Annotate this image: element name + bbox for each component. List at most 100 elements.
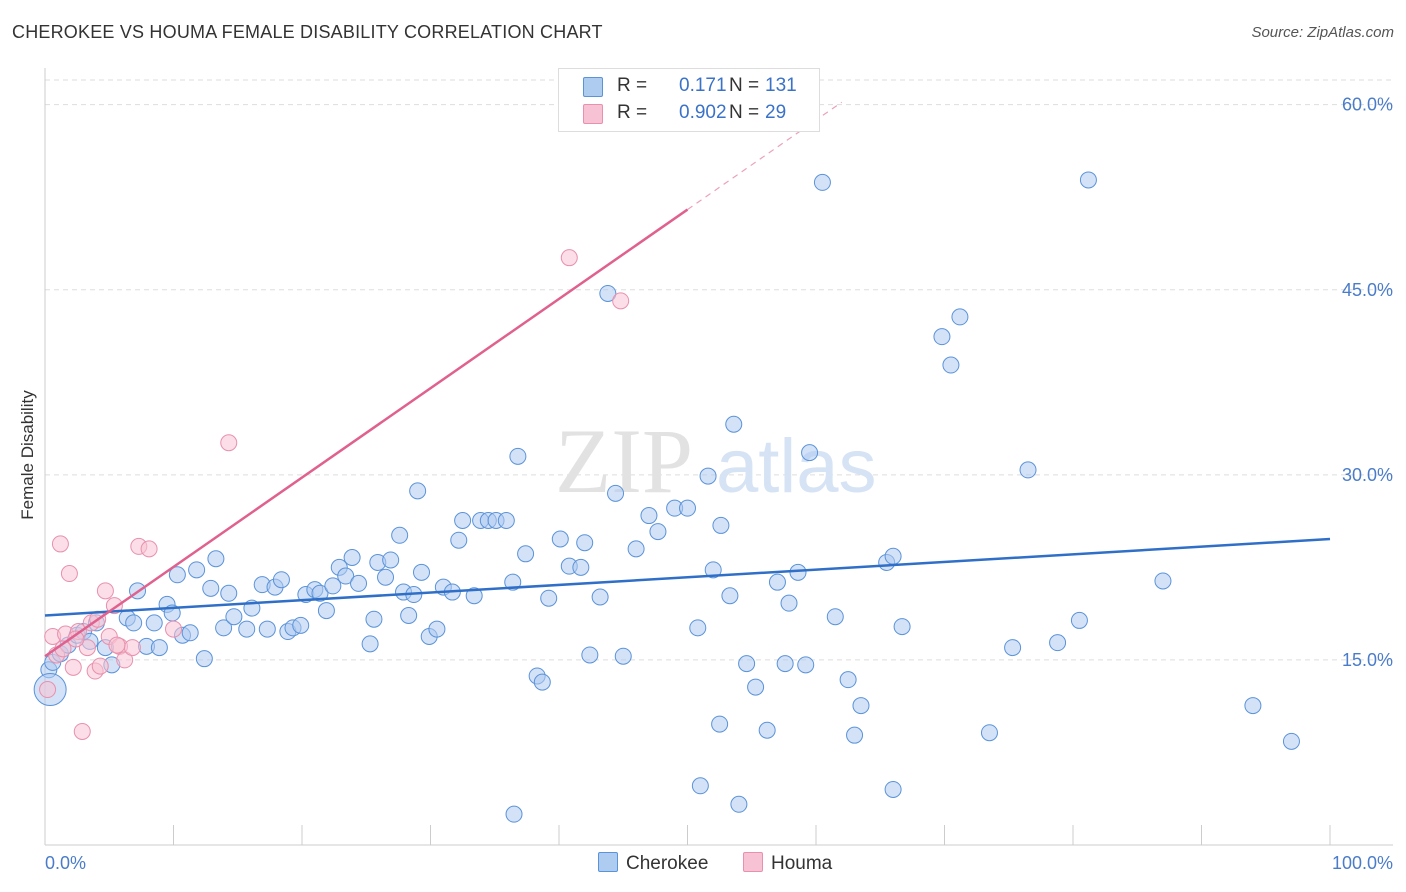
cherokee-point — [125, 614, 143, 632]
legend-n-label: N = — [729, 102, 760, 123]
cherokee-point — [225, 608, 243, 626]
cherokee-point — [776, 655, 794, 673]
x-tick-label-max: 100.0% — [1332, 853, 1393, 873]
houma-point — [96, 582, 114, 600]
cherokee-point — [207, 550, 225, 568]
chart-title: CHEROKEE VS HOUMA FEMALE DISABILITY CORR… — [12, 22, 603, 42]
cherokee-point — [454, 511, 472, 529]
cherokee-point — [801, 444, 819, 462]
cherokee-point — [679, 499, 696, 517]
houma-point — [165, 620, 182, 638]
cherokee-legend-label: Cherokee — [626, 853, 709, 874]
cherokee-point — [758, 721, 776, 739]
cherokee-point — [614, 647, 632, 665]
cherokee-point — [505, 805, 523, 823]
cherokee-point — [361, 635, 379, 653]
cherokee-point — [337, 567, 355, 585]
cherokee-point — [311, 584, 329, 602]
houma-point — [220, 434, 238, 452]
cherokee-point — [551, 530, 569, 548]
cherokee-point — [738, 655, 756, 673]
y-tick-label: 60.0% — [1342, 95, 1393, 115]
cherokee-point — [1004, 639, 1022, 657]
cherokee-point — [980, 724, 998, 742]
legend-r-label: R = — [617, 75, 648, 96]
cherokee-point — [497, 511, 515, 529]
cherokee-point — [428, 620, 446, 638]
cherokee-point — [852, 697, 870, 715]
legend-r-label: R = — [617, 102, 648, 123]
cherokee-point — [1154, 572, 1172, 590]
cherokee-point — [258, 620, 276, 638]
cherokee-point — [509, 447, 527, 465]
cherokee-point — [1049, 634, 1067, 652]
cherokee-point — [1079, 171, 1097, 189]
cherokee-point — [195, 650, 213, 668]
cherokee-point — [730, 795, 748, 813]
cherokee-point — [150, 639, 168, 657]
cherokee-point — [826, 608, 844, 626]
cherokee-point — [599, 284, 617, 302]
cherokee-point — [145, 614, 163, 632]
cherokee-point — [839, 671, 857, 689]
legend-r-value: 0.902 — [679, 102, 727, 123]
cherokee-point — [884, 780, 902, 798]
houma-legend-label: Houma — [771, 853, 833, 874]
watermark-zip: ZIP — [555, 410, 693, 512]
cherokee-point — [712, 516, 730, 534]
cherokee-point — [591, 588, 609, 606]
houma-point — [612, 292, 630, 310]
houma-trend-line — [44, 208, 689, 658]
cherokee-point — [797, 656, 815, 674]
axes — [44, 68, 1393, 846]
houma-swatch — [583, 104, 603, 124]
houma-legend-swatch — [743, 852, 763, 872]
cherokee-point — [168, 566, 186, 584]
cherokee-point — [699, 467, 717, 485]
cherokee-trend-line — [44, 537, 1331, 617]
cherokee-point — [789, 563, 807, 581]
cherokee-point — [768, 573, 786, 591]
correlation-legend: R = 0.171 N = 131 R = 0.902 N = 29 — [558, 68, 820, 132]
trend-lines — [44, 101, 1331, 658]
cherokee-point — [1282, 732, 1300, 750]
y-tick-label: 15.0% — [1342, 650, 1393, 670]
cherokee-point — [1070, 611, 1088, 629]
source-credit: Source: ZipAtlas.com — [1251, 24, 1394, 41]
cherokee-point — [747, 678, 765, 696]
series-legend-cherokee: Cherokee — [598, 852, 708, 875]
y-tick-label: 30.0% — [1342, 465, 1393, 485]
houma-point — [64, 658, 82, 676]
houma-point — [560, 249, 578, 267]
x-ticks — [44, 825, 1331, 845]
cherokee-point — [813, 173, 831, 191]
cherokee-point — [365, 610, 383, 628]
cherokee-point — [465, 587, 483, 605]
series-legend-houma: Houma — [743, 852, 832, 875]
cherokee-point — [382, 551, 400, 569]
cherokee-point — [533, 673, 551, 691]
cherokee-point — [691, 777, 709, 795]
cherokee-legend-swatch — [598, 852, 618, 872]
houma-point — [60, 565, 78, 583]
cherokee-point — [450, 531, 468, 549]
cherokee-point — [1019, 461, 1037, 479]
cherokee-point — [377, 568, 395, 586]
houma-point — [78, 639, 96, 657]
cherokee-point — [846, 726, 864, 744]
cherokee-point — [317, 602, 335, 620]
cherokee-point — [893, 618, 911, 636]
cherokee-point — [215, 619, 233, 637]
legend-n-value: 29 — [765, 102, 787, 123]
houma-point — [91, 657, 109, 675]
houma-point — [108, 636, 126, 654]
cherokee-point — [884, 547, 902, 565]
cherokee-point — [725, 415, 743, 433]
cherokee-point — [951, 308, 969, 326]
cherokee-point — [572, 558, 590, 576]
cherokee-point — [704, 561, 722, 579]
cherokee-point — [721, 587, 739, 605]
cherokee-point — [238, 620, 256, 638]
houma-point — [39, 681, 57, 699]
cherokee-point — [649, 523, 667, 541]
